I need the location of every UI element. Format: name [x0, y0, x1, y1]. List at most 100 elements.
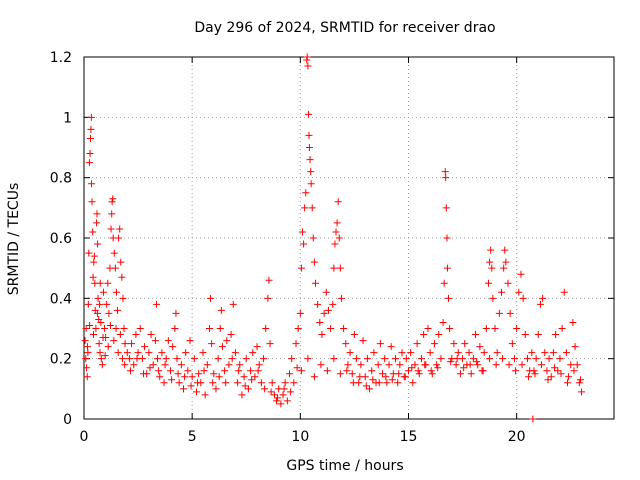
- data-point: [103, 300, 111, 308]
- x-tick-label: 10: [291, 429, 309, 445]
- data-point: [485, 279, 493, 287]
- data-point: [83, 373, 91, 381]
- data-point: [175, 379, 183, 387]
- data-point: [415, 370, 423, 378]
- data-point: [430, 340, 438, 348]
- data-point: [323, 367, 331, 375]
- y-tick-label: 0.8: [50, 171, 72, 187]
- data-point: [314, 300, 322, 308]
- data-point: [112, 288, 120, 296]
- data-point: [93, 210, 101, 218]
- data-point: [305, 110, 313, 118]
- data-point: [366, 385, 374, 393]
- data-point: [87, 113, 95, 121]
- data-point: [274, 394, 282, 402]
- y-tick-label: 0: [63, 412, 72, 428]
- data-point: [99, 288, 107, 296]
- data-point: [86, 134, 94, 142]
- data-point: [136, 325, 144, 332]
- data-point: [486, 258, 494, 266]
- data-point: [268, 379, 276, 387]
- data-point: [108, 198, 116, 206]
- data-point: [343, 367, 351, 375]
- data-point: [90, 258, 98, 266]
- data-point: [287, 388, 295, 396]
- data-point: [238, 391, 246, 399]
- data-point: [310, 258, 318, 266]
- axis-ticks: [83, 56, 614, 420]
- data-point: [261, 385, 269, 393]
- data-point: [208, 340, 216, 348]
- data-point: [83, 364, 91, 372]
- chart-title: Day 296 of 2024, SRMTID for receiver dra…: [194, 20, 495, 36]
- data-point: [536, 300, 544, 308]
- data-point: [476, 343, 484, 351]
- data-point: [320, 309, 328, 317]
- data-point: [445, 294, 453, 302]
- data-point: [85, 159, 93, 167]
- data-point: [515, 288, 523, 296]
- data-point: [346, 349, 354, 357]
- data-point: [500, 264, 508, 272]
- data-point: [108, 210, 116, 218]
- data-point: [123, 349, 131, 357]
- data-point: [152, 300, 160, 308]
- data-point: [379, 370, 387, 378]
- data-point: [545, 355, 553, 363]
- data-point: [336, 264, 344, 272]
- data-point: [356, 373, 364, 381]
- data-point: [383, 379, 391, 387]
- data-point: [207, 294, 215, 302]
- data-point: [465, 349, 473, 357]
- data-point: [121, 361, 129, 369]
- data-point: [174, 370, 182, 378]
- data-point: [344, 361, 352, 369]
- data-point: [447, 358, 455, 366]
- data-point: [528, 349, 536, 357]
- data-point: [385, 361, 393, 369]
- data-point: [283, 397, 291, 405]
- data-point: [560, 288, 568, 296]
- data-point: [83, 343, 91, 351]
- data-point: [443, 264, 451, 272]
- data-point: [265, 276, 273, 284]
- data-point: [558, 325, 566, 332]
- data-point: [281, 379, 289, 387]
- data-point: [110, 249, 118, 257]
- data-point: [324, 306, 332, 314]
- data-point: [210, 370, 218, 378]
- data-point: [473, 358, 481, 366]
- data-point: [286, 370, 294, 378]
- data-point: [530, 367, 538, 375]
- data-point: [151, 337, 159, 345]
- data-point: [532, 355, 540, 363]
- data-point: [506, 309, 514, 317]
- data-point: [201, 391, 209, 399]
- data-point: [288, 355, 296, 363]
- data-point: [216, 325, 224, 332]
- data-point: [118, 273, 126, 281]
- data-point: [453, 355, 461, 363]
- data-point: [301, 204, 309, 212]
- data-point: [93, 309, 101, 317]
- x-axis-label: GPS time / hours: [286, 458, 403, 474]
- data-point: [519, 294, 527, 302]
- data-point: [218, 343, 226, 351]
- data-point: [293, 364, 301, 372]
- data-point: [223, 337, 231, 345]
- data-point: [505, 361, 513, 369]
- data-point: [82, 355, 90, 363]
- data-point: [467, 370, 475, 378]
- data-point: [402, 355, 410, 363]
- data-point: [267, 388, 275, 396]
- data-point: [534, 331, 542, 339]
- data-point: [244, 385, 252, 393]
- data-point: [97, 318, 105, 326]
- data-point: [90, 252, 98, 260]
- data-point: [521, 331, 529, 339]
- data-point: [510, 355, 518, 363]
- y-tick-label: 0.4: [50, 291, 72, 307]
- data-point: [450, 340, 458, 348]
- data-point: [513, 325, 521, 332]
- data-point: [112, 325, 120, 332]
